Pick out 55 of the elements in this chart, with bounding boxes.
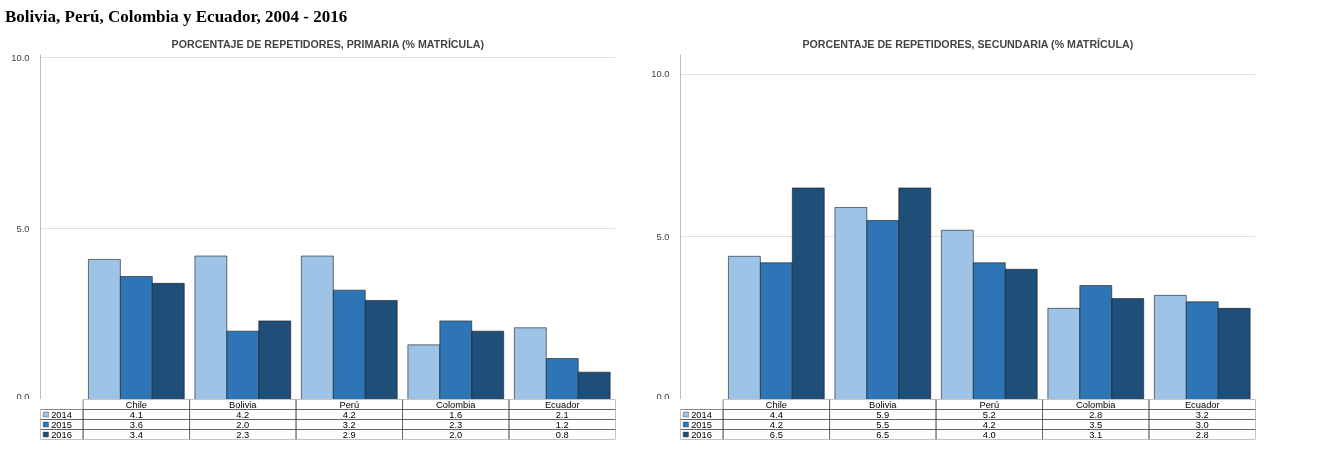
data-label: 1.6 <box>449 409 463 420</box>
text: Bolivia, Perú, Colombia y Ecuador, 2004 - 2016 <box>5 6 348 28</box>
x-tick-label: Chile <box>125 399 147 410</box>
data-label: 2.0 <box>236 419 250 430</box>
y-tick-label: 0.0 <box>656 391 670 402</box>
chart-title: PORCENTAJE DE REPETIDORES, SECUNDARIA (% MATRÍCULA) <box>802 37 1134 50</box>
legend-label: 2014 <box>691 409 712 420</box>
data-label: 1.2 <box>555 419 569 430</box>
data-label: 4.2 <box>236 409 250 420</box>
data-label: 5.5 <box>876 419 890 430</box>
data-label: 5.2 <box>982 409 996 420</box>
legend-label: 2016 <box>691 429 712 440</box>
x-tick-label: Perú <box>979 399 1000 410</box>
data-label: 3.0 <box>1195 419 1209 430</box>
legend-label: 2015 <box>51 419 72 430</box>
x-tick-label: Colombia <box>436 399 477 410</box>
y-tick-label: 10.0 <box>651 69 670 80</box>
data-label: 3.1 <box>1089 429 1103 440</box>
data-label: 4.2 <box>982 419 996 430</box>
data-label: 3.6 <box>129 419 143 430</box>
data-label: 4.2 <box>769 419 783 430</box>
legend-label: 2015 <box>691 419 712 430</box>
data-label: 4.4 <box>769 409 783 420</box>
legend-label: 2016 <box>51 429 72 440</box>
data-label: 4.1 <box>129 409 143 420</box>
data-label: 2.3 <box>449 419 463 430</box>
y-tick-label: 5.0 <box>16 223 30 234</box>
data-label: 2.1 <box>555 409 569 420</box>
data-label: 6.5 <box>876 429 890 440</box>
data-label: 3.5 <box>1089 419 1103 430</box>
y-tick-label: 0.0 <box>16 391 30 402</box>
legend-label: 2014 <box>51 409 72 420</box>
y-tick-label: 10.0 <box>11 52 30 63</box>
x-tick-label: Bolivia <box>229 399 258 410</box>
data-label: 3.2 <box>1195 409 1209 420</box>
x-tick-label: Ecuador <box>544 399 580 410</box>
data-label: 3.2 <box>342 419 356 430</box>
data-label: 2.3 <box>236 429 250 440</box>
x-tick-label: Colombia <box>1076 399 1117 410</box>
data-label: 4.2 <box>342 409 356 420</box>
y-tick-label: 5.0 <box>656 231 670 242</box>
chart-title: PORCENTAJE DE REPETIDORES, PRIMARIA (% MATRÍCULA) <box>171 37 485 50</box>
x-tick-label: Ecuador <box>1184 399 1220 410</box>
data-label: 4.0 <box>982 429 996 440</box>
data-label: 2.9 <box>342 429 356 440</box>
data-label: 2.0 <box>449 429 463 440</box>
data-label: 2.8 <box>1089 409 1103 420</box>
data-label: 6.5 <box>769 429 783 440</box>
data-label: 2.8 <box>1195 429 1209 440</box>
data-label: 5.9 <box>876 409 890 420</box>
x-tick-label: Bolivia <box>869 399 898 410</box>
data-label: 3.4 <box>129 429 143 440</box>
data-label: 0.8 <box>555 429 569 440</box>
x-tick-label: Chile <box>765 399 787 410</box>
x-tick-label: Perú <box>339 399 360 410</box>
